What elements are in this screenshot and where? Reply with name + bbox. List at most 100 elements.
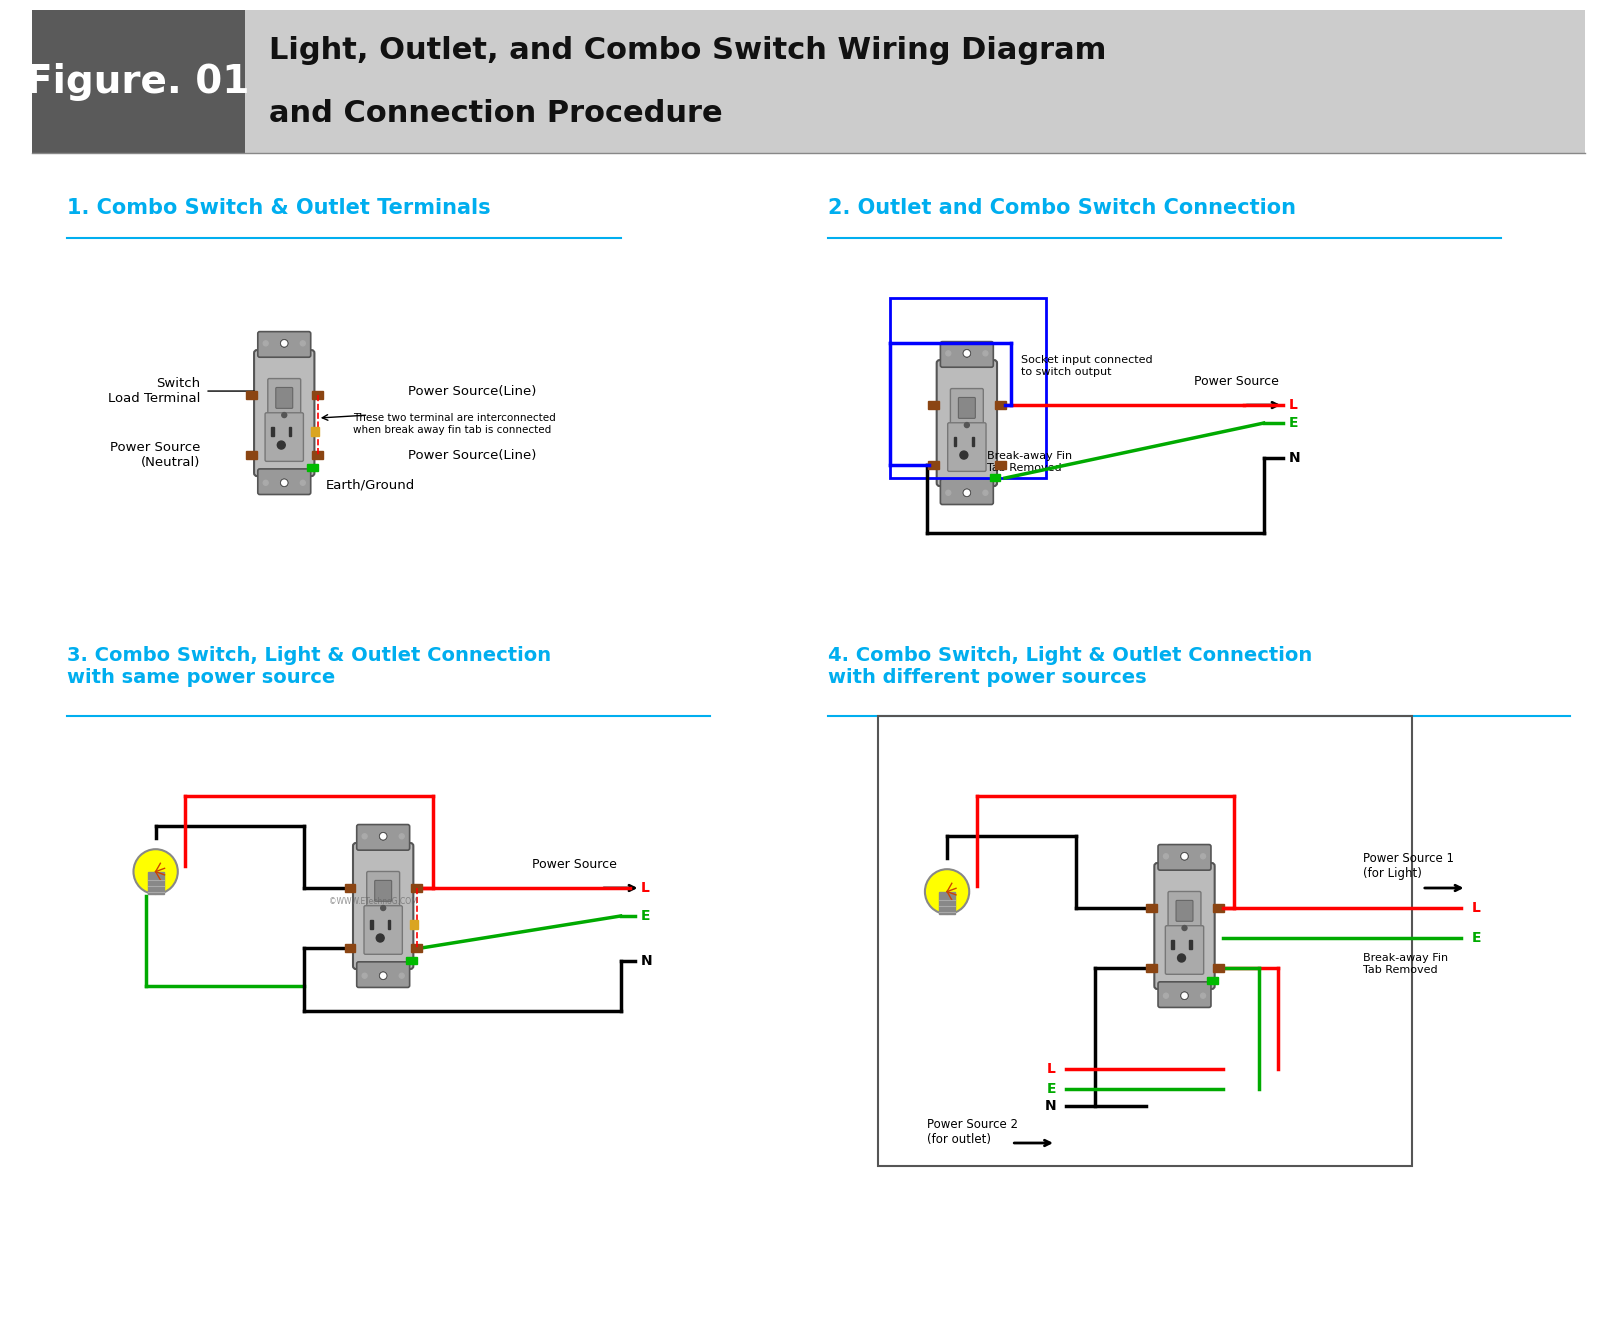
Bar (411, 884, 422, 892)
FancyBboxPatch shape (374, 880, 392, 901)
Bar (307, 465, 318, 471)
Circle shape (963, 349, 971, 357)
Circle shape (280, 339, 288, 347)
Circle shape (960, 451, 968, 459)
Bar (387, 920, 390, 929)
FancyBboxPatch shape (941, 479, 994, 504)
FancyBboxPatch shape (936, 361, 997, 486)
Bar (1189, 940, 1192, 949)
Bar (1213, 904, 1224, 912)
Circle shape (264, 341, 269, 346)
Bar (312, 426, 320, 435)
Text: Earth/Ground: Earth/Ground (326, 479, 414, 491)
Bar (1146, 904, 1157, 912)
Bar (954, 437, 957, 446)
Bar (270, 427, 274, 437)
FancyBboxPatch shape (357, 962, 410, 988)
Bar (246, 451, 256, 459)
Text: N: N (640, 954, 653, 968)
Circle shape (362, 973, 366, 978)
Circle shape (965, 422, 970, 427)
Text: L: L (1046, 1062, 1056, 1075)
Circle shape (301, 480, 306, 486)
Bar (890, 298, 1046, 478)
Bar (995, 461, 1006, 469)
Circle shape (982, 490, 987, 495)
FancyBboxPatch shape (950, 389, 984, 434)
Bar (344, 944, 355, 952)
Bar (344, 884, 355, 892)
FancyBboxPatch shape (941, 342, 994, 367)
Text: 1. Combo Switch & Outlet Terminals: 1. Combo Switch & Outlet Terminals (67, 198, 490, 218)
Circle shape (982, 351, 987, 355)
Text: Power Source 2
(for outlet): Power Source 2 (for outlet) (928, 1118, 1018, 1146)
Bar (878, 716, 1413, 1166)
FancyBboxPatch shape (1176, 900, 1194, 921)
Text: Power Source 1
(for Light): Power Source 1 (for Light) (1363, 852, 1453, 880)
Circle shape (1200, 853, 1205, 858)
Circle shape (1181, 992, 1189, 1000)
Text: 3. Combo Switch, Light & Outlet Connection
with same power source: 3. Combo Switch, Light & Outlet Connecti… (67, 646, 550, 687)
FancyBboxPatch shape (258, 331, 310, 357)
Text: L: L (640, 881, 650, 894)
Text: Figure. 01: Figure. 01 (26, 63, 250, 101)
FancyBboxPatch shape (1154, 862, 1214, 989)
Circle shape (280, 479, 288, 487)
Circle shape (379, 832, 387, 840)
Text: ©WWW.ETechnoG.COM: ©WWW.ETechnoG.COM (330, 897, 418, 905)
Circle shape (946, 351, 950, 355)
Circle shape (282, 413, 286, 418)
Text: Switch
Load Terminal: Switch Load Terminal (107, 377, 200, 405)
Bar (245, 11, 1586, 153)
Bar (1208, 977, 1218, 984)
Circle shape (1163, 853, 1168, 858)
Text: E: E (1288, 417, 1298, 430)
Circle shape (1163, 993, 1168, 998)
Text: Break-away Fin
Tab Removed: Break-away Fin Tab Removed (987, 451, 1072, 473)
Text: These two terminal are interconnected
when break away fin tab is connected: These two terminal are interconnected wh… (354, 413, 557, 435)
Bar (928, 461, 939, 469)
FancyBboxPatch shape (1158, 845, 1211, 870)
Text: Power Source(Line): Power Source(Line) (408, 449, 536, 462)
Bar (990, 474, 1000, 480)
Circle shape (301, 341, 306, 346)
Bar (312, 451, 323, 459)
Circle shape (277, 441, 285, 449)
FancyBboxPatch shape (254, 350, 315, 476)
FancyBboxPatch shape (1158, 982, 1211, 1008)
Bar (290, 427, 291, 437)
Text: N: N (1288, 451, 1299, 465)
FancyBboxPatch shape (354, 843, 413, 969)
Text: Power Source
(Neutral): Power Source (Neutral) (110, 441, 200, 469)
Text: L: L (1288, 398, 1298, 413)
Circle shape (264, 480, 269, 486)
Circle shape (381, 905, 386, 910)
Text: 4. Combo Switch, Light & Outlet Connection
with different power sources: 4. Combo Switch, Light & Outlet Connecti… (829, 646, 1312, 687)
FancyBboxPatch shape (1165, 925, 1203, 974)
Bar (1146, 964, 1157, 972)
Circle shape (400, 973, 405, 978)
Circle shape (1178, 954, 1186, 962)
Bar (995, 401, 1006, 409)
Bar (410, 920, 418, 929)
Circle shape (1182, 925, 1187, 930)
Circle shape (1181, 852, 1189, 860)
FancyBboxPatch shape (267, 378, 301, 423)
Bar (406, 957, 418, 964)
FancyBboxPatch shape (266, 413, 304, 462)
Circle shape (133, 849, 178, 894)
Text: L: L (1472, 901, 1480, 914)
Text: Power Source(Line): Power Source(Line) (408, 385, 536, 398)
Bar (971, 437, 974, 446)
Text: and Connection Procedure: and Connection Procedure (269, 98, 723, 128)
Circle shape (400, 833, 405, 839)
Circle shape (362, 833, 366, 839)
Text: Power Source: Power Source (531, 857, 616, 870)
Bar (246, 391, 256, 399)
FancyBboxPatch shape (958, 398, 976, 418)
Circle shape (946, 490, 950, 495)
Bar (939, 892, 955, 914)
Bar (32, 11, 245, 153)
Text: Break-away Fin
Tab Removed: Break-away Fin Tab Removed (1363, 953, 1448, 974)
FancyBboxPatch shape (366, 872, 400, 917)
